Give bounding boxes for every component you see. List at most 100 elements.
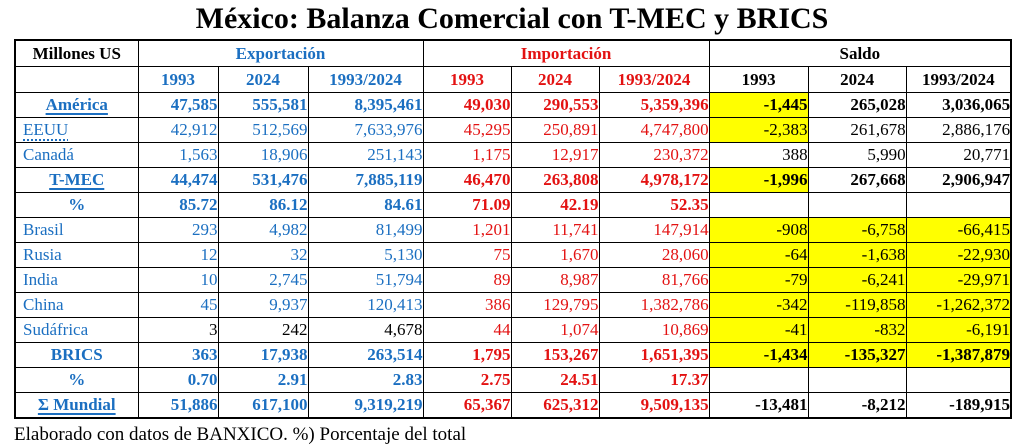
table-cell: 153,267 [510,342,600,368]
table-cell: 617,100 [217,392,309,419]
table-cell: 293 [137,217,219,243]
row-label: % [14,367,139,393]
table-cell: 45 [137,292,219,318]
table-cell: 17.37 [598,367,710,393]
year-header: 1993/2024 [905,66,1012,93]
group-header-importacion: Importación [422,39,710,67]
table-cell: -29,971 [905,267,1012,293]
table-row: Sudáfrica 3 242 4,678 44 1,074 10,869 -41 -832 -6… [14,317,1012,343]
table-cell: 147,914 [598,217,710,243]
table-cell: -1,638 [807,242,907,268]
table-cell: 45,295 [422,117,512,143]
row-label: América [14,92,139,118]
table-cell: 251,143 [307,142,424,168]
row-label: Rusia [14,242,139,268]
table-cell: 84.61 [307,192,424,218]
year-header: 1993 [422,66,512,93]
table-cell: -8,212 [807,392,907,419]
table-row: EEUU 42,912 512,569 7,633,976 45,295 250,891 4… [14,117,1012,143]
table-row: Σ Mundial 51,886 617,100 9,319,219 65,367 625… [14,392,1012,419]
table-cell: 129,795 [510,292,600,318]
table-cell: 386 [422,292,512,318]
table-cell: 263,514 [307,342,424,368]
table-cell: 531,476 [217,167,309,193]
table-cell: 5,359,396 [598,92,710,118]
table-cell: 363 [137,342,219,368]
table-cell: -1,387,879 [905,342,1012,368]
table-cell: -135,327 [807,342,907,368]
table-cell: 8,987 [510,267,600,293]
table-cell: 4,982 [217,217,309,243]
table-cell: 44 [422,317,512,343]
trade-balance-table: Millones US Exportación Importación Sald… [14,39,1013,419]
table-cell: 1,795 [422,342,512,368]
table-cell: 42.19 [510,192,600,218]
table-cell: 2,886,176 [905,117,1012,143]
table-cell: -64 [708,242,809,268]
group-header-exportacion: Exportación [137,39,424,67]
table-row: América 47,585 555,581 8,395,461 49,030 290,5… [14,92,1012,118]
table-cell: 1,382,786 [598,292,710,318]
table-cell: 65,367 [422,392,512,419]
table-cell: -1,445 [708,92,809,118]
table-row: China 45 9,937 120,413 386 129,795 1,382,786 -3… [14,292,1012,318]
table-cell: 242 [217,317,309,343]
year-header: 2024 [510,66,600,93]
table-cell: 1,563 [137,142,219,168]
table-cell: -6,191 [905,317,1012,343]
table-cell: 52.35 [598,192,710,218]
table-cell: -119,858 [807,292,907,318]
row-label: BRICS [14,342,139,368]
table-cell: 89 [422,267,512,293]
table-cell: 2,906,947 [905,167,1012,193]
table-cell: 71.09 [422,192,512,218]
table-cell: 555,581 [217,92,309,118]
table-cell: 28,060 [598,242,710,268]
table-cell: 12 [137,242,219,268]
table-cell: -6,758 [807,217,907,243]
table-cell: 8,395,461 [307,92,424,118]
table-cell: 51,794 [307,267,424,293]
year-header: 1993 [137,66,219,93]
table-cell: 265,028 [807,92,907,118]
row-label: Canadá [14,142,139,168]
table-cell: 1,670 [510,242,600,268]
table-cell: 51,886 [137,392,219,419]
table-cell: 12,917 [510,142,600,168]
table-cell: 47,585 [137,92,219,118]
table-cell: 1,651,395 [598,342,710,368]
table-cell [905,192,1012,218]
table-cell: -189,915 [905,392,1012,419]
table-row: T-MEC 44,474 531,476 7,885,119 46,470 263,808… [14,167,1012,193]
row-label: Sudáfrica [14,317,139,343]
table-cell: 263,808 [510,167,600,193]
table-cell: -6,241 [807,267,907,293]
row-label: Σ Mundial [14,392,139,419]
table-row: Brasil 293 4,982 81,499 1,201 11,741 147,914 -9… [14,217,1012,243]
table-cell: 42,912 [137,117,219,143]
table-cell: 7,633,976 [307,117,424,143]
group-header-saldo: Saldo [708,39,1012,67]
table-cell: 267,668 [807,167,907,193]
table-cell: 290,553 [510,92,600,118]
table-cell: 10 [137,267,219,293]
row-label: Brasil [14,217,139,243]
table-cell: 2,745 [217,267,309,293]
table-cell: 388 [708,142,809,168]
table-cell: -22,930 [905,242,1012,268]
table-cell: 1,074 [510,317,600,343]
year-header: 1993 [708,66,809,93]
table-row: Canadá 1,563 18,906 251,143 1,175 12,917 230,3… [14,142,1012,168]
table-cell: 9,509,135 [598,392,710,419]
table-cell: 120,413 [307,292,424,318]
table-cell: -342 [708,292,809,318]
table-cell: -1,262,372 [905,292,1012,318]
table-cell: -2,383 [708,117,809,143]
year-header: 2024 [217,66,309,93]
table-cell: 49,030 [422,92,512,118]
table-cell: -13,481 [708,392,809,419]
table-cell: 625,312 [510,392,600,419]
table-body: América 47,585 555,581 8,395,461 49,030 290,5… [14,92,1012,419]
table-cell: 2.75 [422,367,512,393]
